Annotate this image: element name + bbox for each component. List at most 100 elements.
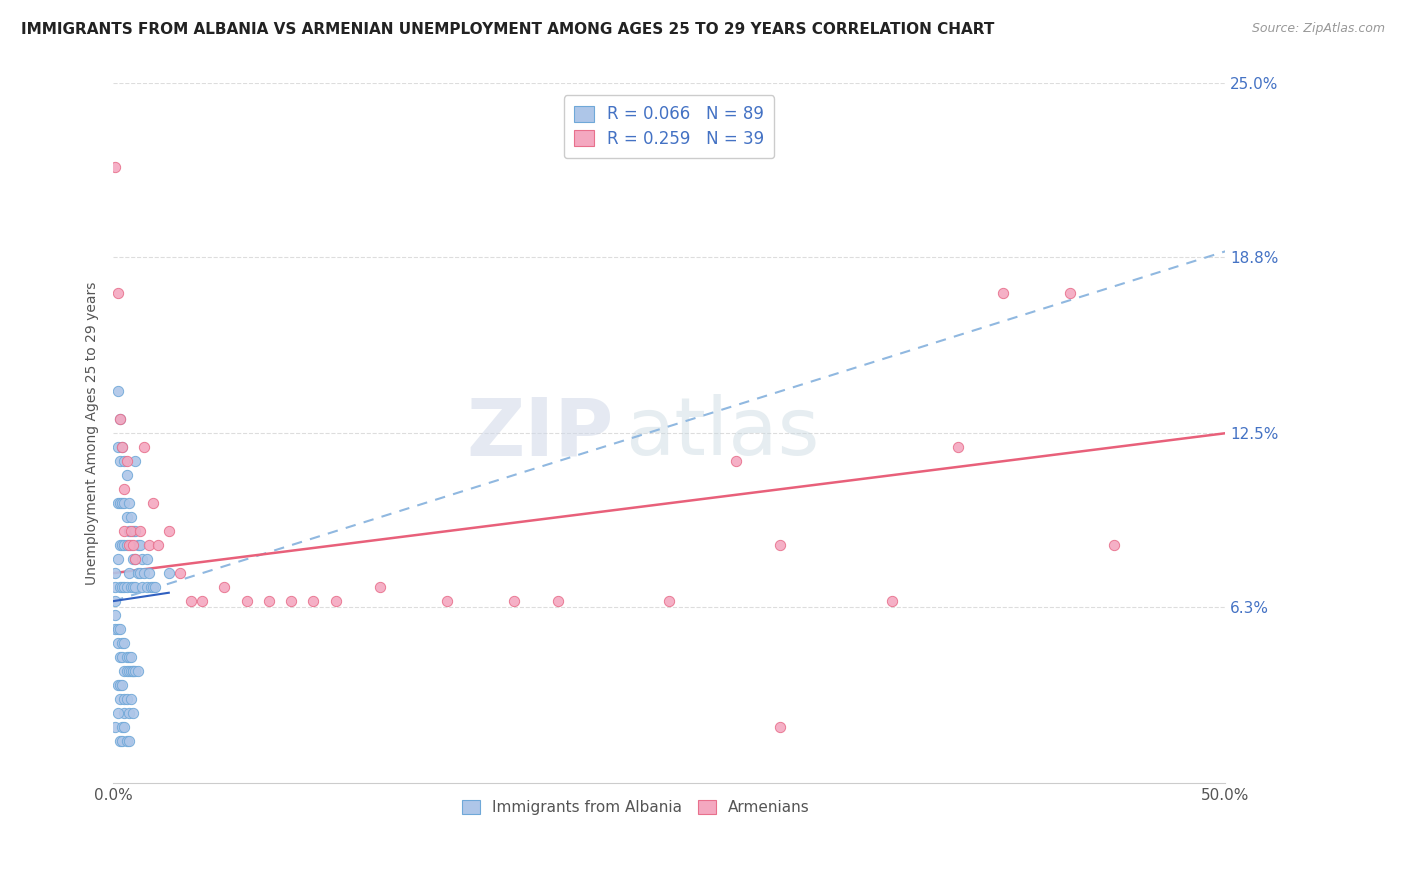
- Point: [122, 524, 145, 538]
- Point: [128, 524, 150, 538]
- Y-axis label: Unemployment Among Ages 25 to 29 years: Unemployment Among Ages 25 to 29 years: [86, 282, 100, 585]
- Legend: Immigrants from Albania, Armenians: Immigrants from Albania, Armenians: [453, 790, 820, 824]
- Point: [108, 580, 131, 594]
- Point: [502, 594, 524, 608]
- Point: [180, 594, 202, 608]
- Point: [120, 510, 142, 524]
- Point: [115, 538, 138, 552]
- Point: [112, 706, 135, 720]
- Point: [122, 664, 145, 678]
- Point: [118, 538, 141, 552]
- Point: [111, 580, 134, 594]
- Point: [122, 580, 145, 594]
- Point: [122, 664, 145, 678]
- Point: [118, 496, 141, 510]
- Point: [118, 524, 141, 538]
- Point: [107, 552, 129, 566]
- Point: [138, 566, 160, 581]
- Point: [118, 734, 141, 748]
- Point: [107, 384, 129, 399]
- Point: [108, 454, 131, 468]
- Point: [108, 734, 131, 748]
- Point: [302, 594, 325, 608]
- Point: [191, 594, 214, 608]
- Point: [111, 678, 134, 692]
- Point: [131, 552, 153, 566]
- Point: [118, 706, 141, 720]
- Point: [111, 496, 134, 510]
- Point: [112, 454, 135, 468]
- Point: [120, 692, 142, 706]
- Point: [991, 286, 1014, 301]
- Point: [108, 496, 131, 510]
- Point: [280, 594, 302, 608]
- Point: [146, 538, 169, 552]
- Point: [115, 650, 138, 665]
- Point: [112, 524, 135, 538]
- Point: [108, 622, 131, 636]
- Point: [107, 636, 129, 650]
- Point: [124, 552, 146, 566]
- Point: [134, 566, 156, 581]
- Point: [108, 412, 131, 426]
- Point: [135, 580, 157, 594]
- Point: [112, 664, 135, 678]
- Point: [104, 161, 127, 175]
- Point: [115, 510, 138, 524]
- Point: [107, 286, 129, 301]
- Point: [880, 594, 903, 608]
- Point: [104, 622, 127, 636]
- Point: [142, 496, 165, 510]
- Point: [111, 440, 134, 454]
- Point: [122, 706, 145, 720]
- Point: [112, 692, 135, 706]
- Point: [107, 706, 129, 720]
- Point: [124, 664, 146, 678]
- Point: [724, 454, 747, 468]
- Point: [124, 552, 146, 566]
- Point: [948, 440, 970, 454]
- Point: [107, 678, 129, 692]
- Point: [1059, 286, 1081, 301]
- Point: [128, 566, 150, 581]
- Point: [120, 650, 142, 665]
- Point: [107, 440, 129, 454]
- Point: [108, 412, 131, 426]
- Point: [127, 566, 149, 581]
- Point: [115, 468, 138, 483]
- Point: [128, 538, 150, 552]
- Point: [134, 440, 156, 454]
- Point: [325, 594, 347, 608]
- Point: [139, 580, 162, 594]
- Point: [111, 440, 134, 454]
- Point: [658, 594, 681, 608]
- Point: [111, 636, 134, 650]
- Point: [104, 720, 127, 734]
- Point: [769, 720, 792, 734]
- Point: [122, 538, 145, 552]
- Point: [214, 580, 236, 594]
- Point: [118, 650, 141, 665]
- Point: [112, 580, 135, 594]
- Point: [118, 566, 141, 581]
- Point: [115, 454, 138, 468]
- Text: Source: ZipAtlas.com: Source: ZipAtlas.com: [1251, 22, 1385, 36]
- Point: [108, 692, 131, 706]
- Point: [1102, 538, 1125, 552]
- Point: [111, 650, 134, 665]
- Point: [118, 664, 141, 678]
- Point: [257, 594, 280, 608]
- Point: [169, 566, 191, 581]
- Point: [124, 524, 146, 538]
- Point: [115, 580, 138, 594]
- Point: [111, 734, 134, 748]
- Point: [104, 594, 127, 608]
- Text: IMMIGRANTS FROM ALBANIA VS ARMENIAN UNEMPLOYMENT AMONG AGES 25 TO 29 YEARS CORRE: IMMIGRANTS FROM ALBANIA VS ARMENIAN UNEM…: [21, 22, 994, 37]
- Point: [436, 594, 458, 608]
- Point: [120, 538, 142, 552]
- Point: [122, 552, 145, 566]
- Point: [107, 496, 129, 510]
- Point: [120, 664, 142, 678]
- Point: [368, 580, 391, 594]
- Point: [157, 524, 180, 538]
